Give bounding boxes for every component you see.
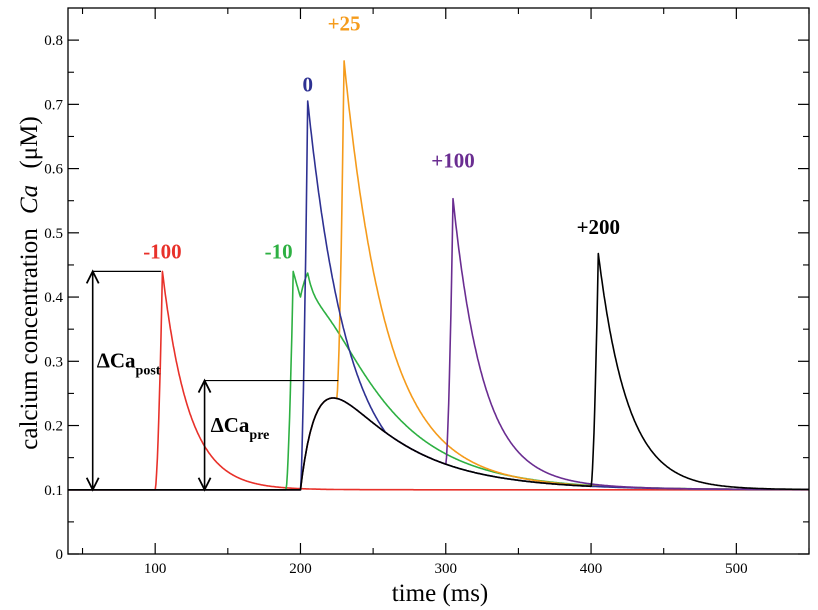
plot-frame xyxy=(67,7,810,555)
x-tick-label: 300 xyxy=(435,561,458,577)
y-axis-title-symbol: Ca xyxy=(16,185,43,214)
series-label: -100 xyxy=(143,240,182,264)
series-label: +100 xyxy=(431,148,474,172)
y-tick-label: 0.2 xyxy=(44,419,63,435)
chart-curves xyxy=(67,60,810,491)
x-tick-label: 400 xyxy=(580,561,603,577)
y-tick-label: 0.8 xyxy=(44,33,63,49)
series-line-minus10 xyxy=(67,270,810,491)
series-label: 0 xyxy=(302,73,313,97)
series-label: -10 xyxy=(265,240,293,264)
y-axis-title-unit: (μM) xyxy=(16,116,43,168)
peak-labels: -100 -100+25+100+200 xyxy=(143,11,620,263)
y-tick-label: 0.5 xyxy=(44,226,63,242)
delta-annotations: ΔCapost ΔCapre xyxy=(85,269,339,492)
y-tick-label: 0 xyxy=(56,547,64,563)
y-tick-label: 0.1 xyxy=(44,483,63,499)
series-label: +200 xyxy=(577,215,620,239)
delta-post-label: ΔCapost xyxy=(97,349,161,379)
x-tick-label: 100 xyxy=(144,561,167,577)
annotation-arrowhead xyxy=(197,477,212,492)
annotation-arrowhead xyxy=(85,477,100,492)
series-label: +25 xyxy=(328,11,361,35)
axis-ticks xyxy=(68,8,810,555)
x-tick-label: 200 xyxy=(289,561,312,577)
tick-labels: 100 200 300 400 500 0 0.1 0.2 0.3 0.4 0.5 0.6 0.7 0.8 xyxy=(44,33,747,577)
y-axis-title-main: calcium concentration xyxy=(16,228,43,450)
series-line-plus25 xyxy=(67,60,810,491)
y-tick-label: 0.4 xyxy=(44,290,63,306)
x-tick-label: 500 xyxy=(725,561,748,577)
series-line-minus100 xyxy=(67,270,810,491)
x-axis-title: time (ms) xyxy=(392,580,489,607)
y-tick-label: 0.3 xyxy=(44,354,63,370)
y-axis-title: calcium concentration Ca (μM) xyxy=(16,116,43,449)
y-tick-label: 0.7 xyxy=(44,97,63,113)
y-tick-label: 0.6 xyxy=(44,162,63,178)
delta-pre-label: ΔCapre xyxy=(211,413,270,443)
series-line-plus200 xyxy=(67,252,810,491)
